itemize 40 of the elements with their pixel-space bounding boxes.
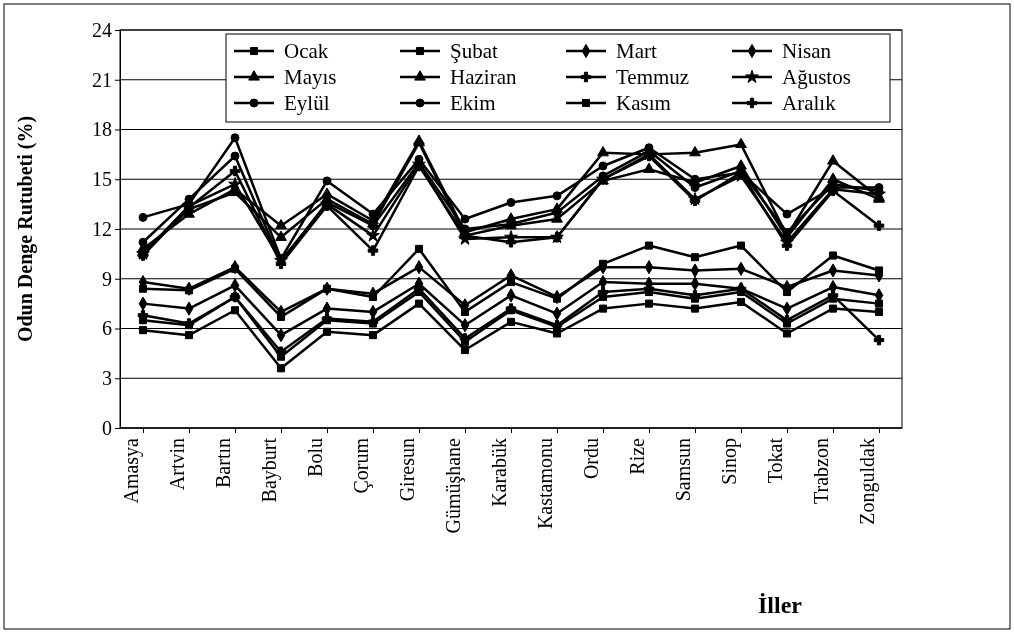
y-tick-label: 18 [92,118,112,141]
y-tick-label: 12 [92,217,112,240]
x-tick-label: Karabük [487,438,510,507]
legend-label: Ocak [284,39,329,63]
x-tick-label: Gümüşhane [441,437,465,534]
legend-label: Ağustos [782,65,851,89]
x-tick-label: Kastamonu [533,438,556,530]
x-tick-label: Amasya [119,437,143,504]
x-tick-label: Giresun [395,438,418,502]
x-tick-label: Artvin [165,438,188,491]
y-tick-label: 24 [92,18,112,41]
x-tick-label: Samsun [671,438,694,502]
legend-label: Şubat [450,39,498,63]
y-tick-label: 15 [92,168,112,191]
legend-label: Eylül [284,91,330,115]
legend-label: Ekim [450,91,496,115]
legend-label: Haziran [450,65,517,89]
x-tick-label: Tokat [763,437,786,484]
y-tick-label: 0 [102,416,112,439]
x-tick-label: Çorum [349,437,373,494]
legend-label: Aralık [782,91,837,115]
x-tick-label: Rize [625,437,648,475]
x-axis-title: İller [758,592,803,618]
x-tick-label: Bayburt [257,437,281,503]
x-tick-label: Bartın [211,438,234,488]
legend-label: Mart [616,39,657,63]
y-tick-label: 21 [92,68,112,91]
y-tick-label: 9 [102,267,112,290]
x-tick-label: Trabzon [809,438,832,504]
y-axis-title: Odun Denge Rutubeti (%) [14,115,37,343]
y-tick-label: 3 [102,367,112,390]
x-tick-label: Zonguldak [855,438,879,525]
legend-label: Nisan [782,39,832,63]
y-tick-label: 6 [102,317,112,340]
x-tick-label: Ordu [579,438,602,480]
legend-label: Kasım [616,91,671,115]
legend-label: Temmuz [616,65,690,89]
x-tick-label: Bolu [303,438,326,477]
legend-label: Mayıs [284,65,337,89]
x-tick-label: Sinop [717,438,741,485]
